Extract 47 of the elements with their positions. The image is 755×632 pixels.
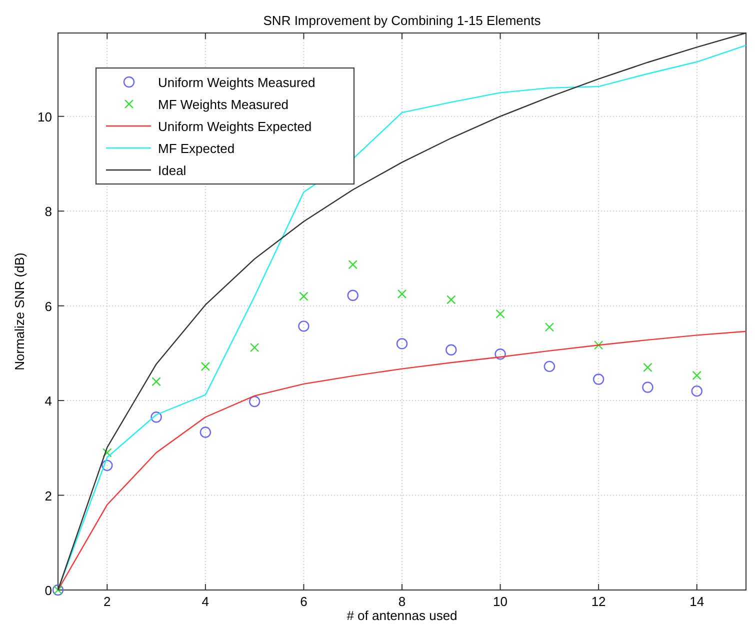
y-tick-label: 10 [38, 109, 52, 124]
x-tick-label: 2 [104, 594, 111, 609]
point [152, 377, 161, 386]
y-axis-title: Normalize SNR (dB) [12, 252, 27, 370]
point [299, 292, 308, 301]
y-tick-label: 8 [44, 204, 52, 220]
point [691, 385, 702, 397]
point [347, 290, 358, 301]
point [544, 322, 554, 332]
y-tick-label: 2 [44, 488, 52, 504]
point [642, 382, 654, 393]
point [348, 260, 358, 270]
x-tick-label: 8 [398, 594, 406, 609]
point [396, 338, 408, 350]
legend-label: Uniform Weights Expected [158, 119, 312, 134]
x-axis-title: # of antennas used [346, 608, 458, 623]
point [102, 448, 112, 458]
x-tick-label: 12 [591, 594, 606, 609]
x-tick-label: 10 [493, 594, 508, 609]
chart-title: SNR Improvement by Combining 1-15 Elements [263, 13, 542, 28]
point [150, 412, 162, 423]
y-tick-label: 4 [44, 394, 52, 409]
y-tick-label: 0 [44, 583, 52, 598]
legend-label: MF Weights Measured [158, 97, 289, 112]
point [544, 360, 556, 372]
point [643, 362, 652, 372]
x-tick-label: 14 [690, 594, 704, 609]
point [592, 374, 604, 385]
point [446, 295, 456, 304]
point [248, 396, 260, 408]
point [446, 344, 457, 356]
point [250, 342, 260, 352]
point [298, 320, 310, 332]
point [496, 309, 505, 318]
x-tick-label: 6 [300, 594, 308, 609]
point [200, 362, 210, 372]
point [494, 348, 506, 360]
legend-label: Uniform Weights Measured [158, 75, 316, 90]
y-tick-label: 6 [44, 298, 52, 314]
point [594, 340, 604, 350]
point [102, 460, 113, 472]
point [397, 289, 407, 299]
point [200, 426, 212, 438]
point [692, 370, 702, 380]
legend-label: MF Expected [158, 141, 235, 156]
x-tick-label: 4 [202, 594, 210, 609]
legend-label: Ideal [158, 163, 186, 178]
